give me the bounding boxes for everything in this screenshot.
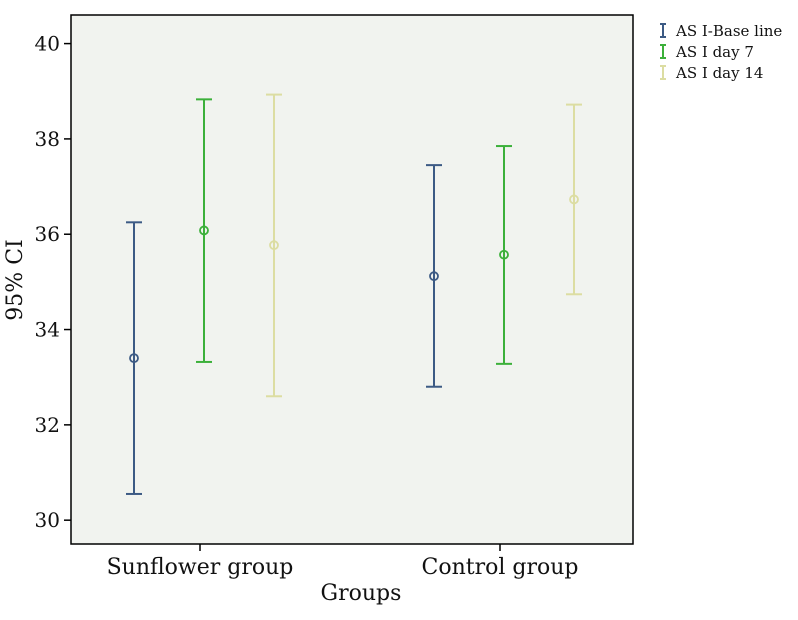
error-bar (566, 103, 582, 296)
legend-label: AS I day 14 (675, 64, 763, 82)
legend-label: AS I-Base line (675, 22, 782, 40)
legend-item: AS I-Base line (660, 22, 782, 40)
y-tick-label: 30 (35, 508, 60, 532)
legend-item: AS I day 7 (660, 43, 754, 61)
legend-label: AS I day 7 (675, 43, 754, 61)
mean-marker (129, 353, 139, 364)
category-labels: Sunflower group Control group (107, 544, 579, 580)
x-tick-label: Control group (422, 555, 579, 580)
mean-marker (199, 225, 209, 236)
legend-item: AS I day 14 (660, 64, 763, 82)
error-bar (196, 98, 212, 363)
error-bars (126, 93, 582, 495)
plot-area (70, 14, 634, 545)
error-bar (126, 221, 142, 495)
y-tick-label: 36 (35, 222, 60, 246)
error-bar (266, 93, 282, 398)
y-tick-label: 34 (35, 318, 60, 342)
mean-marker (569, 194, 579, 205)
y-tick-label: 38 (35, 127, 60, 151)
axis-ticks: 30 32 34 36 38 40 (35, 32, 71, 532)
x-tick-label: Sunflower group (107, 555, 294, 580)
x-axis-title: Groups (321, 581, 402, 606)
mean-marker (429, 271, 439, 282)
error-bar (426, 164, 442, 388)
mean-marker (499, 249, 509, 260)
error-bar (496, 145, 512, 365)
y-tick-label: 32 (35, 413, 60, 437)
y-axis-title: 95% CI (3, 239, 28, 320)
mean-marker (269, 240, 279, 251)
legend: AS I-Base line AS I day 7 AS I day 14 (660, 22, 782, 82)
y-tick-label: 40 (35, 32, 60, 56)
